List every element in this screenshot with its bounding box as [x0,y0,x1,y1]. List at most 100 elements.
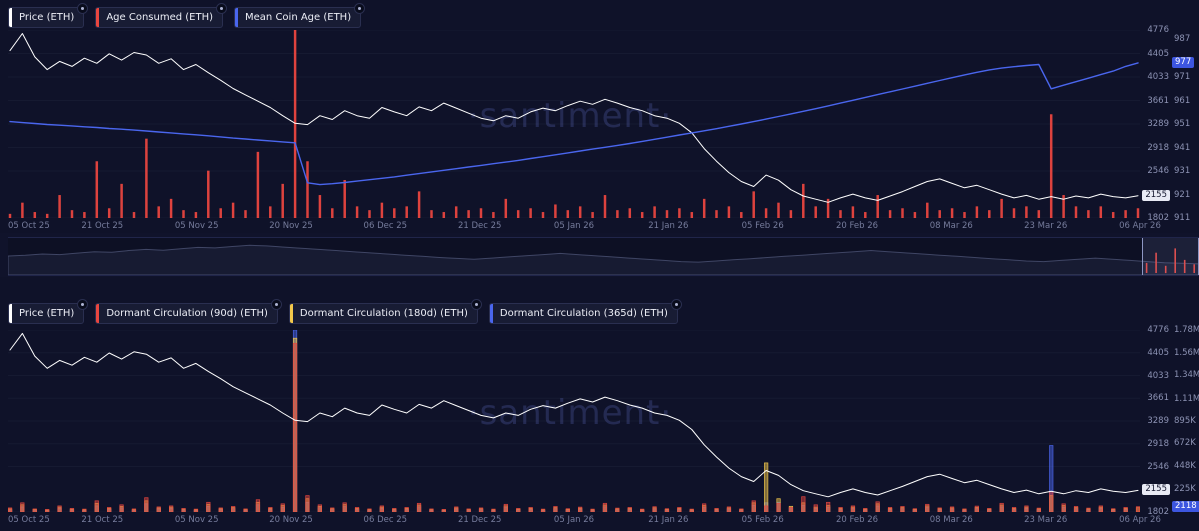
top-price-axis: 4776 4405 4033 3661 3289 2918 2546 1802 2155 [1142,25,1170,223]
top-chart-canvas[interactable] [8,30,1140,218]
legend-settings-icon[interactable] [270,299,282,310]
bottom-chart-canvas[interactable] [8,330,1140,512]
axis-tick-label: 951 [1174,119,1191,129]
axis-tick-label: 2546 [1147,461,1169,472]
legend-label: Age Consumed (ETH) [106,12,214,23]
legend-label: Mean Coin Age (ETH) [245,12,352,23]
legend-settings-icon[interactable] [470,299,482,310]
current-value-badge: 2118 [1172,501,1199,512]
axis-tick-label: 225K [1174,484,1196,494]
x-axis-date: 21 Dec 25 [457,515,502,525]
axis-tick-label: 1.34M [1174,370,1199,380]
x-axis-date: 20 Nov 25 [269,515,313,525]
timeline-navigator[interactable] [8,237,1199,276]
dormant-circulation-panel: ·santiment· Price (ETH) Dormant Circulati… [0,277,1199,531]
x-axis-date: 06 Dec 25 [363,515,408,525]
x-axis-date: 20 Feb 26 [835,515,879,525]
santiment-watermark: ·santiment· [467,393,673,433]
chart-svg [8,30,1140,218]
axis-tick-label: 987 [1174,34,1191,45]
axis-tick-label: 3661 [1147,95,1169,106]
x-axis-date: 21 Oct 25 [81,221,124,231]
axis-tick-label: 4033 [1147,72,1169,82]
x-axis-date: 06 Apr 26 [1119,515,1161,525]
x-axis-date: 23 Mar 26 [1024,221,1068,231]
axis-tick-label: 921 [1174,189,1191,200]
x-axis-date: 23 Mar 26 [1024,515,1068,525]
x-axis-date: 20 Nov 25 [269,221,313,231]
legend-dormant-90d[interactable]: Dormant Circulation (90d) (ETH) [95,299,282,324]
axis-tick-label: 448K [1174,461,1196,472]
legend-settings-icon[interactable] [77,3,89,14]
navigator-selected-range[interactable] [1141,238,1199,275]
axis-tick-label: 4405 [1147,347,1169,358]
legend-dormant-180d[interactable]: Dormant Circulation (180d) (ETH) [288,299,482,324]
axis-tick-label: 4405 [1147,48,1169,59]
top-x-axis: 05 Oct 25 21 Oct 25 05 Nov 25 20 Nov 25 06 D… [8,221,1161,233]
top-mean-coin-age-axis: 987 971 961 951 941 931 921 911 977 [1172,30,1199,223]
x-axis-date: 21 Jan 26 [648,515,689,525]
current-value-badge: 977 [1172,56,1195,68]
x-axis-date: 06 Dec 25 [363,221,408,231]
x-axis-date: 08 Mar 26 [929,515,973,525]
bottom-x-axis: 05 Oct 25 21 Oct 25 05 Nov 25 20 Nov 25 06 D… [8,515,1161,527]
x-axis-date: 21 Jan 26 [648,221,689,231]
legend-label: Dormant Circulation (180d) (ETH) [299,308,468,319]
legend-color-bar [96,304,100,323]
legend-label: Dormant Circulation (365d) (ETH) [499,308,668,319]
x-axis-date: 05 Feb 26 [741,221,784,231]
axis-tick-label: 3289 [1147,119,1169,129]
legend-color-bar [489,304,493,323]
bottom-legend-row: Price (ETH) Dormant Circulation (90d) (ET… [8,299,682,324]
legend-color-bar [9,304,12,323]
bottom-price-axis: 4776 4405 4033 3661 3289 2918 2546 1802 2155 [1142,325,1170,517]
x-axis-date: 08 Mar 26 [929,221,973,231]
top-legend-row: Price (ETH) Age Consumed (ETH) Mean Coin A… [8,3,366,28]
legend-label: Price (ETH) [19,308,75,319]
current-value-badge: 2155 [1142,484,1170,496]
x-axis-date: 20 Feb 26 [835,221,879,231]
axis-tick-label: 1802 [1147,213,1169,223]
legend-color-bar [9,8,12,27]
legend-dormant-365d[interactable]: Dormant Circulation (365d) (ETH) [488,299,682,324]
axis-tick-label: 672K [1174,438,1196,449]
axis-tick-label: 2918 [1147,142,1169,153]
axis-tick-label: 1.78M [1174,325,1199,335]
x-axis-date: 05 Jan 26 [553,515,595,525]
x-axis-date: 06 Apr 26 [1119,221,1161,231]
legend-label: Dormant Circulation (90d) (ETH) [106,308,268,319]
x-axis-date: 05 Oct 25 [8,221,50,231]
axis-tick-label: 895K [1174,415,1196,426]
legend-price[interactable]: Price (ETH) [8,299,89,324]
price-age-consumed-panel: ·santiment· Price (ETH) Age Consumed (ETH… [0,0,1199,233]
legend-settings-icon[interactable] [670,299,682,310]
navigator-svg [8,244,1199,275]
axis-tick-label: 3289 [1147,416,1169,426]
santiment-watermark: ·santiment· [467,96,673,136]
axis-tick-label: 971 [1174,72,1191,82]
legend-label: Price (ETH) [19,12,75,23]
chart-svg [8,330,1140,512]
x-axis-date: 05 Nov 25 [174,515,219,525]
legend-mean-coin-age[interactable]: Mean Coin Age (ETH) [234,3,366,28]
legend-settings-icon[interactable] [216,3,228,14]
axis-tick-label: 1.56M [1174,347,1199,358]
axis-tick-label: 931 [1174,166,1191,176]
legend-age-consumed[interactable]: Age Consumed (ETH) [95,3,228,28]
x-axis-date: 21 Oct 25 [81,515,124,525]
axis-tick-label: 4776 [1147,25,1169,35]
legend-color-bar [235,8,239,27]
axis-tick-label: 911 [1174,213,1191,223]
axis-tick-label: 1802 [1147,507,1169,517]
axis-tick-label: 4776 [1147,325,1169,335]
bottom-dormant-circulation-axis: 1.78M 1.56M 1.34M 1.11M 895K 672K 448K 225K 2118 [1172,325,1199,512]
legend-price[interactable]: Price (ETH) [8,3,89,28]
legend-color-bar [289,304,293,323]
axis-tick-label: 2546 [1147,166,1169,176]
axis-tick-label: 4033 [1147,370,1169,381]
legend-settings-icon[interactable] [354,3,366,14]
legend-settings-icon[interactable] [77,299,89,310]
legend-color-bar [96,8,100,27]
axis-tick-label: 1.11M [1174,393,1199,404]
